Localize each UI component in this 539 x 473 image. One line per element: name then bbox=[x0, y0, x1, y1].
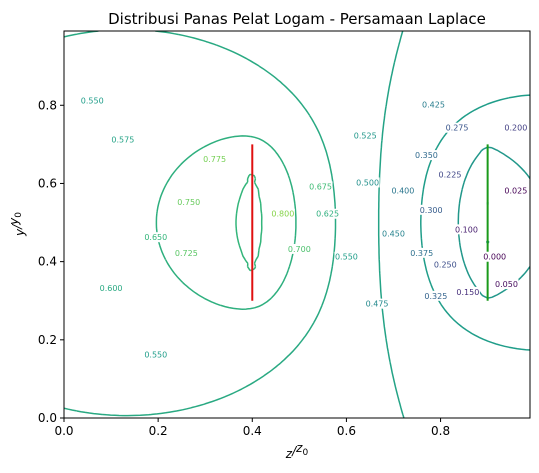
contour-label-text: 0.575 bbox=[111, 135, 134, 144]
contour-label: 0.400 bbox=[390, 185, 415, 196]
contour-label-text: 0.350 bbox=[415, 151, 438, 160]
contour-label-text: 0.525 bbox=[354, 132, 377, 141]
contour-line bbox=[64, 31, 337, 417]
contour-label: 0.325 bbox=[423, 290, 448, 301]
y-tick-label: 0.8 bbox=[38, 98, 57, 112]
x-axis: 0.0 0.2 0.4 0.6 0.8 bbox=[54, 418, 450, 438]
contour-label: 0.000 bbox=[482, 251, 507, 262]
contour-line bbox=[235, 173, 263, 272]
contour-label-text: 0.400 bbox=[391, 186, 414, 195]
x-tick-label: 0.0 bbox=[54, 424, 73, 438]
contour-label: 0.450 bbox=[381, 228, 406, 239]
contour-label: 0.500 bbox=[355, 177, 380, 188]
contour-label-text: 0.700 bbox=[288, 245, 311, 254]
contour-label: 0.675 bbox=[308, 181, 333, 192]
y-tick-label: 0.6 bbox=[38, 176, 57, 190]
contour-label-text: 0.475 bbox=[366, 300, 389, 309]
chart-title: Distribusi Panas Pelat Logam - Persamaan… bbox=[108, 10, 486, 28]
contour-label-text: 0.775 bbox=[203, 155, 226, 164]
contour-label-text: 0.750 bbox=[177, 198, 200, 207]
y-axis-label: y/y0 bbox=[7, 212, 27, 237]
contour-label: 0.100 bbox=[454, 224, 479, 235]
contour-label: 0.600 bbox=[99, 283, 124, 293]
contour-label: 0.050 bbox=[494, 279, 519, 290]
contour-label-text: 0.600 bbox=[100, 284, 123, 293]
contour-label-text: 0.550 bbox=[144, 350, 167, 359]
contour-line bbox=[420, 94, 530, 351]
contour-label: 0.525 bbox=[353, 130, 378, 141]
contour-label-text: 0.450 bbox=[382, 229, 405, 238]
contour-label-text: 0.500 bbox=[356, 178, 379, 187]
contour-label: 0.350 bbox=[414, 150, 439, 161]
contour-label: 0.700 bbox=[287, 243, 312, 254]
contour-labels: 0.550 0.575 0.600 0.550 0.650 0.725 0.750 0.775… bbox=[80, 95, 528, 360]
contour-label-text: 0.000 bbox=[483, 253, 506, 262]
contour-label: 0.225 bbox=[437, 169, 462, 180]
x-tick-label: 0.2 bbox=[149, 424, 168, 438]
contour-label: 0.725 bbox=[174, 247, 199, 258]
x-tick-label: 0.8 bbox=[431, 424, 450, 438]
contour-label: 0.650 bbox=[143, 232, 168, 243]
x-axis-label: z/z0 bbox=[285, 441, 309, 461]
contour-label: 0.550 bbox=[143, 349, 168, 360]
contour-line bbox=[457, 146, 530, 299]
contour-label-text: 0.550 bbox=[81, 96, 104, 105]
x-tick-label: 0.6 bbox=[337, 424, 356, 438]
contour-label: 0.625 bbox=[315, 208, 340, 219]
contour-label-text: 0.550 bbox=[335, 253, 358, 262]
contour-label-text: 0.150 bbox=[456, 288, 479, 297]
contour-label: 0.575 bbox=[110, 134, 135, 145]
contour-label-text: 0.100 bbox=[455, 225, 478, 234]
contour-label: 0.275 bbox=[445, 122, 470, 133]
contour-label: 0.550 bbox=[334, 251, 359, 262]
contour-label-text: 0.300 bbox=[420, 206, 443, 215]
contour-label: 0.800 bbox=[270, 208, 295, 219]
contour-label-text: 0.675 bbox=[309, 182, 332, 191]
contour-lines bbox=[64, 31, 530, 418]
contour-label-text: 0.050 bbox=[495, 280, 518, 289]
plot-frame bbox=[63, 30, 531, 419]
contour-label: 0.425 bbox=[421, 99, 446, 110]
contour-label-text: 0.650 bbox=[144, 233, 167, 242]
contour-label: 0.300 bbox=[419, 204, 444, 215]
contour-label: 0.375 bbox=[409, 247, 434, 258]
contour-label-text: 0.025 bbox=[504, 186, 527, 195]
contour-label-text: 0.725 bbox=[175, 249, 198, 258]
contour-label-text: 0.275 bbox=[446, 124, 469, 133]
contour-label-text: 0.800 bbox=[271, 210, 294, 219]
contour-label: 0.750 bbox=[176, 197, 201, 207]
contour-label-text: 0.200 bbox=[504, 124, 527, 133]
contour-label: 0.200 bbox=[503, 122, 528, 133]
contour-label: 0.775 bbox=[202, 154, 227, 164]
contour-label-text: 0.225 bbox=[439, 171, 462, 180]
contour-label-text: 0.375 bbox=[410, 249, 433, 258]
contour-label-text: 0.250 bbox=[434, 261, 457, 270]
contour-line bbox=[377, 31, 405, 418]
contour-label: 0.475 bbox=[365, 298, 390, 309]
contour-label: 0.250 bbox=[433, 259, 458, 270]
contour-label: 0.025 bbox=[503, 185, 528, 196]
contour-label-text: 0.425 bbox=[422, 100, 445, 109]
y-tick-label: 0.4 bbox=[38, 255, 57, 269]
x-tick-label: 0.4 bbox=[243, 424, 262, 438]
contour-label: 0.150 bbox=[455, 286, 480, 297]
contour-label-text: 0.625 bbox=[316, 210, 339, 219]
y-axis: 0.0 0.2 0.4 0.6 0.8 bbox=[38, 98, 64, 425]
y-tick-label: 0.2 bbox=[38, 333, 57, 347]
contour-label-text: 0.325 bbox=[424, 292, 447, 301]
y-tick-label: 0.0 bbox=[38, 411, 57, 425]
contour-label: 0.550 bbox=[80, 95, 105, 106]
electrodes bbox=[251, 144, 489, 301]
